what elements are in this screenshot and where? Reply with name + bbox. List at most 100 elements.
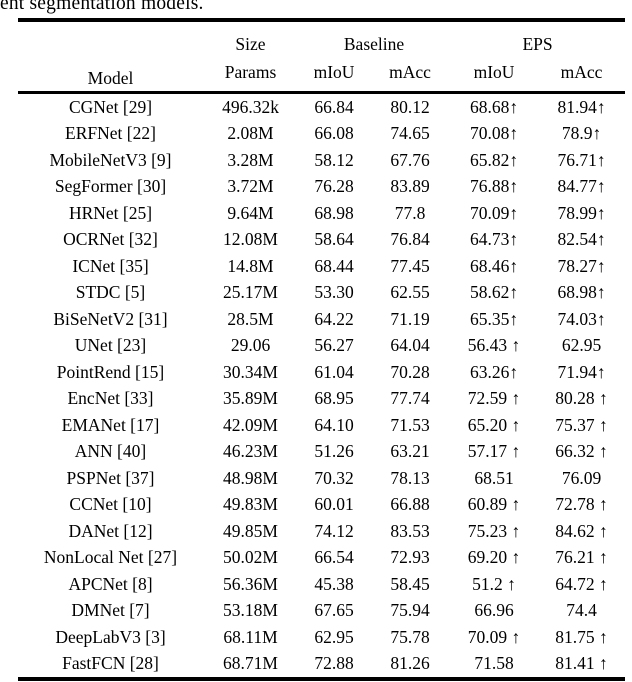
cell-eps-miou: 68.51	[474, 467, 514, 488]
cell-params: 9.64M	[227, 202, 274, 223]
cell-params: 68.71M	[223, 653, 278, 673]
cell-eps-macc: 76.71↑	[557, 149, 606, 170]
table-row: DANet [12] 49.85M 74.12 83.53 75.23 ↑ 84.62 ↑	[18, 518, 625, 545]
cell-baseline-miou: 51.26	[314, 441, 354, 461]
cell-baseline-macc: 71.19	[390, 308, 430, 329]
cell-eps-miou: 76.88↑	[469, 176, 519, 196]
table-row: FastFCN [28] 68.71M 72.88 81.26 71.58 81.41 ↑	[18, 651, 625, 680]
cell-baseline-miou: 66.54	[314, 547, 354, 567]
cell-model: STDC [5]	[75, 282, 146, 302]
cell-params: 3.28M	[227, 149, 274, 170]
table-row: OCRNet [32] 12.08M 58.64 76.84 64.73↑ 82.54↑	[18, 227, 625, 254]
cell-baseline-miou: 67.65	[314, 600, 354, 620]
header-eps: EPS	[522, 34, 553, 54]
cell-eps-macc: 68.98↑	[557, 282, 606, 302]
cell-baseline-miou: 68.98	[314, 202, 354, 223]
table-row: BiSeNetV2 [31] 28.5M 64.22 71.19 65.35↑ 74.03…	[18, 306, 625, 333]
table-row: STDC [5] 25.17M 53.30 62.55 58.62↑ 68.98↑	[18, 280, 625, 307]
cell-params: 25.17M	[223, 282, 278, 302]
cell-params: 48.98M	[223, 467, 278, 488]
cell-eps-macc: 72.78 ↑	[555, 494, 608, 514]
cell-baseline-miou: 68.44	[314, 255, 354, 276]
table-row: CCNet [10] 49.83M 60.01 66.88 60.89 ↑ 72.78 ↑	[18, 492, 625, 519]
cell-baseline-miou: 68.95	[314, 388, 354, 408]
cell-model: CGNet [29]	[68, 96, 153, 117]
table-row: EMANet [17] 42.09M 64.10 71.53 65.20 ↑ 75.37 …	[18, 412, 625, 439]
header-size: Size	[235, 34, 266, 54]
cell-params: 12.08M	[223, 229, 278, 249]
table-row: ANN [40] 46.23M 51.26 63.21 57.17 ↑ 66.32 ↑	[18, 439, 625, 466]
table-row: DMNet [7] 53.18M 67.65 75.94 66.96 74.4	[18, 598, 625, 625]
table-row: ICNet [35] 14.8M 68.44 77.45 68.46↑ 78.27↑	[18, 253, 625, 280]
cell-eps-miou: 70.08↑	[469, 123, 519, 143]
cell-eps-macc: 81.41 ↑	[555, 653, 608, 673]
cell-model: PointRend [15]	[56, 361, 165, 382]
cell-eps-miou: 68.46↑	[469, 255, 519, 276]
cell-model: OCRNet [32]	[63, 229, 158, 249]
cell-baseline-macc: 67.76	[390, 149, 430, 170]
header-row-bottom: Params mIoU mAcc mIoU mAcc	[18, 57, 625, 93]
table-caption-fragment: ent segmentation models.	[0, 0, 204, 14]
cell-baseline-macc: 77.74	[390, 388, 430, 408]
cell-baseline-macc: 58.45	[390, 573, 430, 594]
cell-model: SegFormer [30]	[54, 176, 167, 196]
table-row: HRNet [25] 9.64M 68.98 77.8 70.09↑ 78.99↑	[18, 200, 625, 227]
cell-params: 30.34M	[223, 361, 278, 382]
cell-baseline-miou: 66.84	[314, 96, 354, 117]
cell-baseline-macc: 62.55	[390, 282, 430, 302]
cell-params: 28.5M	[227, 308, 274, 329]
header-baseline-macc: mAcc	[389, 61, 431, 82]
cell-eps-miou: 68.68↑	[469, 96, 519, 117]
table-row: ERFNet [22] 2.08M 66.08 74.65 70.08↑ 78.9↑	[18, 121, 625, 148]
table-row: MobileNetV3 [9] 3.28M 58.12 67.76 65.82↑ 76.7…	[18, 147, 625, 174]
cell-params: 42.09M	[223, 414, 278, 435]
cell-eps-macc: 74.03↑	[557, 308, 606, 329]
cell-eps-macc: 71.94↑	[557, 361, 606, 382]
cell-eps-macc: 78.99↑	[557, 202, 606, 223]
table-row: APCNet [8] 56.36M 45.38 58.45 51.2 ↑ 64.72 ↑	[18, 571, 625, 598]
cell-baseline-miou: 70.32	[314, 467, 354, 488]
table-row: PSPNet [37] 48.98M 70.32 78.13 68.51 76.09	[18, 465, 625, 492]
cell-eps-miou: 64.73↑	[469, 229, 519, 249]
cell-baseline-macc: 75.94	[390, 600, 430, 620]
cell-baseline-miou: 74.12	[314, 520, 354, 541]
cell-eps-macc: 76.21 ↑	[555, 547, 608, 567]
cell-baseline-macc: 76.84	[390, 229, 430, 249]
cell-baseline-macc: 63.21	[390, 441, 430, 461]
cell-model: NonLocal Net [27]	[43, 547, 178, 567]
cell-eps-miou: 63.26↑	[469, 361, 519, 382]
cell-baseline-miou: 53.30	[314, 282, 354, 302]
cell-baseline-miou: 62.95	[314, 626, 354, 647]
table-row: UNet [23] 29.06 56.27 64.04 56.43 ↑ 62.95	[18, 333, 625, 360]
cell-baseline-miou: 45.38	[314, 573, 354, 594]
cell-model: EncNet [33]	[67, 388, 154, 408]
cell-eps-macc: 62.95	[561, 335, 602, 355]
cell-baseline-macc: 81.26	[390, 653, 430, 673]
cell-params: 50.02M	[223, 547, 278, 567]
cell-baseline-macc: 64.04	[390, 335, 430, 355]
cell-params: 14.8M	[227, 255, 274, 276]
cell-baseline-macc: 72.93	[390, 547, 430, 567]
table-row: EncNet [33] 35.89M 68.95 77.74 72.59 ↑ 80.28 …	[18, 386, 625, 413]
cell-eps-macc: 80.28 ↑	[555, 388, 608, 408]
cell-model: BiSeNetV2 [31]	[53, 308, 168, 329]
cell-params: 46.23M	[223, 441, 278, 461]
cell-baseline-macc: 77.45	[390, 255, 430, 276]
cell-eps-macc: 74.4	[566, 600, 597, 620]
cell-eps-miou: 58.62↑	[469, 282, 519, 302]
cell-model: ERFNet [22]	[65, 123, 156, 143]
cell-eps-miou: 69.20 ↑	[467, 547, 521, 567]
cell-eps-miou: 51.2 ↑	[472, 573, 516, 594]
cell-params: 56.36M	[223, 573, 278, 594]
cell-params: 53.18M	[223, 600, 278, 620]
cell-model: ICNet [35]	[72, 255, 149, 276]
cell-baseline-miou: 58.64	[314, 229, 354, 249]
cell-baseline-macc: 78.13	[390, 467, 430, 488]
table-row: DeepLabV3 [3] 68.11M 62.95 75.78 70.09 ↑ 81.7…	[18, 624, 625, 651]
cell-params: 49.83M	[223, 494, 278, 514]
cell-params: 35.89M	[223, 388, 278, 408]
cell-eps-macc: 76.09	[561, 467, 602, 488]
cell-baseline-macc: 83.53	[390, 520, 430, 541]
header-eps-miou: mIoU	[473, 61, 515, 82]
cell-eps-macc: 82.54↑	[557, 229, 606, 249]
